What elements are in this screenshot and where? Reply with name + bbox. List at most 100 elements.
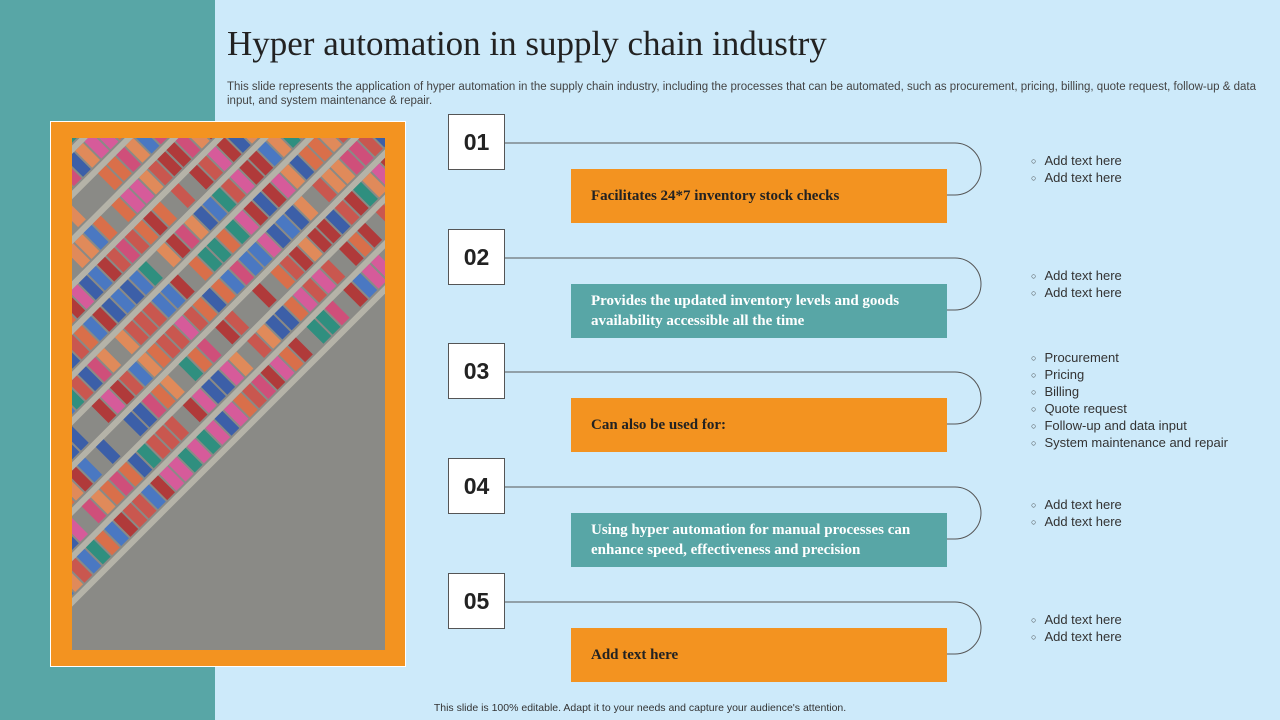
road xyxy=(72,138,385,650)
container xyxy=(148,160,173,186)
container xyxy=(95,439,121,465)
container xyxy=(77,457,103,483)
container xyxy=(205,420,231,445)
container xyxy=(256,323,282,349)
container xyxy=(225,219,250,245)
container xyxy=(201,379,226,404)
container xyxy=(83,316,108,341)
container xyxy=(168,456,194,482)
container xyxy=(196,429,221,455)
container xyxy=(122,502,148,528)
step-text: Provides the updated inventory levels an… xyxy=(571,284,947,338)
container xyxy=(152,201,178,227)
container xyxy=(293,196,319,221)
container xyxy=(316,218,342,244)
container xyxy=(104,521,130,547)
container xyxy=(157,151,183,177)
container xyxy=(165,324,190,350)
bullet: Add text here xyxy=(1031,268,1121,285)
container xyxy=(257,141,283,167)
step-number: 01 xyxy=(448,114,505,170)
container xyxy=(72,384,85,410)
container xyxy=(223,401,249,427)
container xyxy=(150,475,175,501)
container xyxy=(247,241,273,267)
container xyxy=(150,384,176,409)
container xyxy=(72,343,81,369)
container xyxy=(73,325,99,351)
container xyxy=(216,138,242,163)
container xyxy=(133,220,159,245)
container xyxy=(353,181,378,207)
container xyxy=(288,337,313,363)
container xyxy=(124,320,149,346)
container xyxy=(111,197,137,223)
container xyxy=(265,314,291,340)
container xyxy=(315,309,341,335)
container xyxy=(72,517,88,542)
container xyxy=(228,351,254,377)
container xyxy=(211,278,236,304)
bullet-list: Add text hereAdd text here xyxy=(1031,612,1121,646)
container xyxy=(184,215,209,240)
container xyxy=(317,138,342,153)
container xyxy=(100,389,126,414)
container xyxy=(72,558,93,583)
container xyxy=(72,526,79,551)
road xyxy=(72,138,385,650)
container xyxy=(81,498,107,524)
container xyxy=(72,435,80,460)
container xyxy=(266,223,291,249)
container xyxy=(191,388,217,414)
container xyxy=(312,177,337,203)
container xyxy=(78,275,104,300)
container xyxy=(270,264,296,290)
container xyxy=(164,415,190,441)
container xyxy=(215,319,241,345)
container xyxy=(284,205,310,230)
container xyxy=(72,334,90,360)
container xyxy=(93,138,119,150)
container xyxy=(128,361,154,387)
bullet-list: Add text hereAdd text here xyxy=(1031,153,1121,187)
container xyxy=(160,283,186,309)
container xyxy=(72,152,91,177)
bullet: Billing xyxy=(1031,384,1228,401)
bullet: Quote request xyxy=(1031,401,1228,418)
container xyxy=(252,282,277,308)
step-number: 02 xyxy=(448,229,505,285)
container xyxy=(116,147,142,172)
bullet: Add text here xyxy=(1031,629,1121,646)
container xyxy=(357,222,383,248)
container xyxy=(192,297,218,322)
container xyxy=(348,232,373,257)
bullet: Add text here xyxy=(1031,285,1121,302)
container xyxy=(348,140,374,166)
container xyxy=(261,182,287,208)
container xyxy=(92,307,117,332)
container xyxy=(78,366,103,392)
container xyxy=(159,466,185,491)
container xyxy=(166,142,192,168)
container xyxy=(170,274,195,300)
container xyxy=(75,142,101,168)
container xyxy=(339,241,364,267)
container xyxy=(84,138,110,159)
container xyxy=(198,155,224,181)
container xyxy=(138,261,163,286)
container xyxy=(137,352,163,378)
container xyxy=(132,402,158,428)
container xyxy=(141,484,166,510)
container xyxy=(123,411,149,437)
container xyxy=(177,447,203,473)
container xyxy=(375,204,385,230)
step-text: Add text here xyxy=(571,628,947,682)
container xyxy=(211,187,237,213)
container xyxy=(334,200,360,226)
container xyxy=(252,191,278,217)
container xyxy=(76,548,102,574)
container xyxy=(293,287,318,312)
container xyxy=(196,338,222,363)
container xyxy=(302,278,327,303)
